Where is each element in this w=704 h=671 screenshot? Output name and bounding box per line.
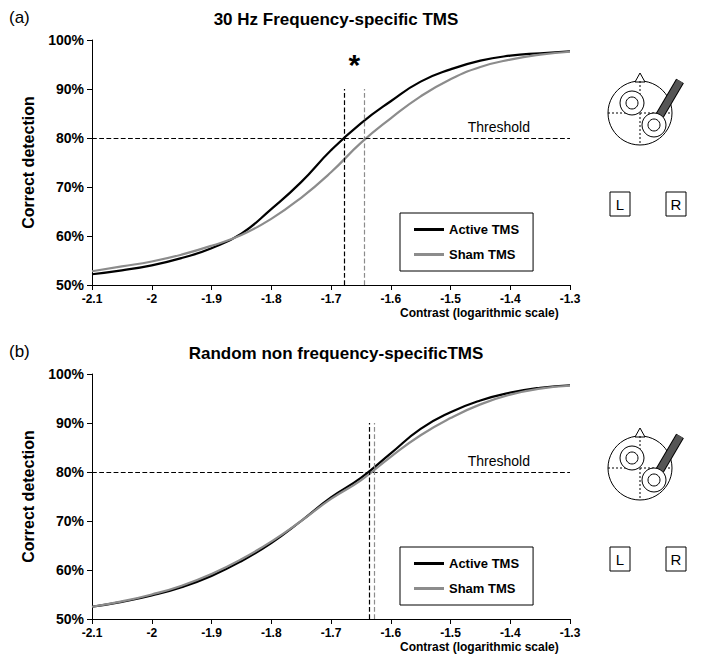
svg-text:100%: 100% <box>48 32 84 48</box>
svg-text:-1.5: -1.5 <box>440 626 461 640</box>
svg-text:50%: 50% <box>56 611 85 627</box>
svg-text:Correct detection: Correct detection <box>20 96 37 228</box>
svg-text:-1.4: -1.4 <box>500 292 521 306</box>
svg-text:-1.5: -1.5 <box>440 292 461 306</box>
svg-text:70%: 70% <box>56 513 85 529</box>
svg-text:L: L <box>616 551 624 568</box>
svg-text:(a): (a) <box>9 8 30 27</box>
svg-text:R: R <box>671 196 682 213</box>
svg-text:R: R <box>671 551 682 568</box>
svg-text:90%: 90% <box>56 81 85 97</box>
svg-text:Active TMS: Active TMS <box>449 556 519 571</box>
svg-text:L: L <box>616 196 624 213</box>
svg-text:-2.1: -2.1 <box>82 292 103 306</box>
svg-text:*: * <box>348 48 360 81</box>
svg-text:30 Hz Frequency-specific TMS: 30 Hz Frequency-specific TMS <box>214 10 459 29</box>
svg-text:-1.8: -1.8 <box>261 626 282 640</box>
svg-text:Active TMS: Active TMS <box>449 222 519 237</box>
svg-text:60%: 60% <box>56 562 85 578</box>
svg-text:Contrast (logarithmic scale): Contrast (logarithmic scale) <box>400 640 559 654</box>
svg-text:-1.8: -1.8 <box>261 292 282 306</box>
svg-text:70%: 70% <box>56 179 85 195</box>
svg-text:-1.6: -1.6 <box>380 626 401 640</box>
svg-text:Correct detection: Correct detection <box>20 430 37 562</box>
svg-text:-2: -2 <box>146 626 157 640</box>
svg-text:90%: 90% <box>56 415 85 431</box>
svg-text:-1.3: -1.3 <box>560 292 581 306</box>
svg-text:-2: -2 <box>146 292 157 306</box>
svg-text:-2.1: -2.1 <box>82 626 103 640</box>
svg-text:-1.3: -1.3 <box>560 626 581 640</box>
svg-text:-1.7: -1.7 <box>321 626 342 640</box>
svg-text:Sham TMS: Sham TMS <box>449 581 516 596</box>
svg-text:Threshold: Threshold <box>468 119 530 135</box>
svg-text:(b): (b) <box>9 342 30 361</box>
svg-text:50%: 50% <box>56 277 85 293</box>
svg-text:-1.9: -1.9 <box>201 626 222 640</box>
svg-text:100%: 100% <box>48 366 84 382</box>
svg-text:-1.6: -1.6 <box>380 292 401 306</box>
svg-text:-1.7: -1.7 <box>321 292 342 306</box>
svg-text:Sham TMS: Sham TMS <box>449 247 516 262</box>
svg-text:Threshold: Threshold <box>468 453 530 469</box>
svg-text:80%: 80% <box>56 464 85 480</box>
svg-text:-1.4: -1.4 <box>500 626 521 640</box>
svg-text:Contrast (logarithmic scale): Contrast (logarithmic scale) <box>400 306 559 320</box>
svg-text:60%: 60% <box>56 228 85 244</box>
svg-text:80%: 80% <box>56 130 85 146</box>
svg-text:-1.9: -1.9 <box>201 292 222 306</box>
svg-text:Random non frequency-specificT: Random non frequency-specificTMS <box>189 344 484 363</box>
